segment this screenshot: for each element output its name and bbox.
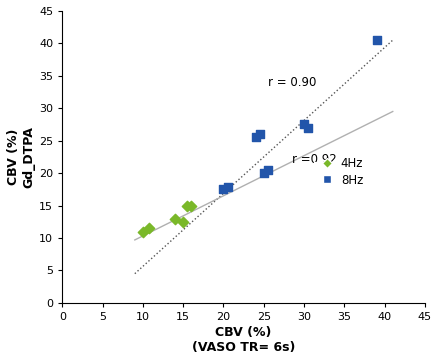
8Hz — [264, 167, 271, 173]
Text: r = 0.90: r = 0.90 — [267, 75, 315, 88]
X-axis label: CBV (%)
(VASO TR= 6s): CBV (%) (VASO TR= 6s) — [191, 326, 295, 354]
Text: r =0.92: r =0.92 — [291, 153, 336, 166]
8Hz — [372, 37, 379, 43]
4Hz — [139, 229, 146, 234]
4Hz — [183, 203, 190, 208]
8Hz — [304, 125, 311, 131]
Y-axis label: CBV (%)
Gd_DTPA: CBV (%) Gd_DTPA — [7, 126, 35, 188]
Legend: 4Hz, 8Hz: 4Hz, 8Hz — [314, 157, 363, 187]
8Hz — [300, 122, 307, 127]
4Hz — [145, 225, 152, 231]
8Hz — [219, 186, 226, 192]
4Hz — [171, 216, 178, 221]
4Hz — [187, 203, 194, 208]
8Hz — [256, 131, 263, 137]
4Hz — [179, 219, 186, 225]
8Hz — [252, 135, 259, 140]
8Hz — [223, 184, 230, 190]
8Hz — [260, 170, 267, 176]
